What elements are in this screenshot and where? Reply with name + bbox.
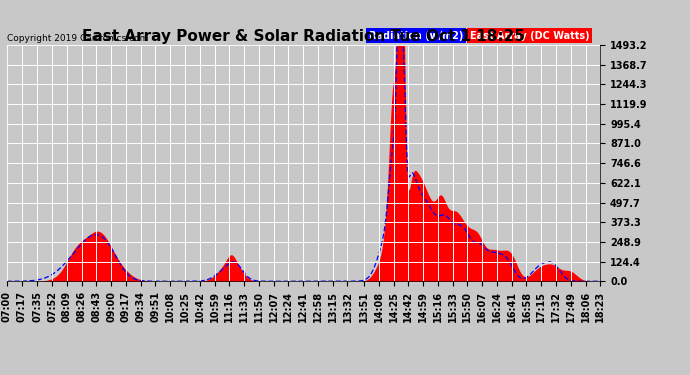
Text: East Array (DC Watts): East Array (DC Watts) bbox=[470, 31, 589, 41]
Title: East Array Power & Solar Radiation Tue Oct 1 18:25: East Array Power & Solar Radiation Tue O… bbox=[82, 29, 525, 44]
Text: Radiation (w/m2): Radiation (w/m2) bbox=[369, 31, 463, 41]
Text: Copyright 2019 Cartronics.com: Copyright 2019 Cartronics.com bbox=[7, 34, 148, 43]
